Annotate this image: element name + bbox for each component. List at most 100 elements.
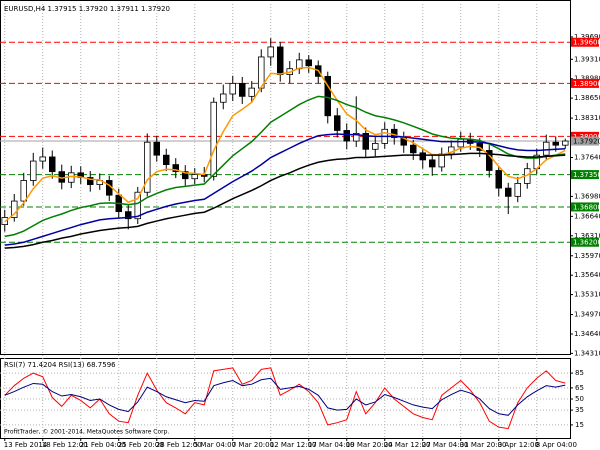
- candle-body: [305, 59, 312, 67]
- moving-average-line: [4, 66, 566, 223]
- indicator-title: RSI(7) 71.4204 RSI(13) 68.7596: [4, 361, 116, 369]
- candle-body: [39, 156, 47, 162]
- candle-body: [172, 164, 179, 173]
- y-tick-label: 50: [575, 395, 584, 403]
- candle-body: [49, 156, 56, 173]
- candle-body: [191, 174, 198, 180]
- level-label: 1.37350: [573, 171, 600, 179]
- level-label-box: [571, 170, 599, 180]
- y-tick-label: 1.35310: [574, 291, 600, 299]
- level-label-box: [571, 202, 599, 212]
- x-tick-label: 31 Mar 20:00: [460, 441, 507, 449]
- candle-body: [419, 152, 426, 161]
- level-label: 1.36800: [573, 203, 600, 211]
- x-tick-label: 7 Mar 20:00: [232, 441, 274, 449]
- candle-body: [29, 160, 37, 181]
- y-tick-label: 35: [575, 406, 584, 414]
- candle-body: [409, 144, 417, 154]
- candle-body: [248, 87, 255, 97]
- candle-body: [143, 141, 151, 193]
- y-tick-label: 85: [575, 369, 584, 377]
- moving-average-line: [4, 95, 566, 238]
- current-price-label: 1.37920: [573, 138, 600, 146]
- y-tick-label: 1.36640: [574, 212, 600, 220]
- y-tick-label: 1.39310: [574, 55, 600, 63]
- x-tick-label: 5 Mar 04:00: [194, 441, 236, 449]
- candle-body: [343, 130, 350, 142]
- candle-body: [352, 133, 360, 142]
- x-tick-label: 8 Apr 04:00: [536, 441, 577, 449]
- x-tick-label: 18 Feb 12:00: [42, 441, 88, 449]
- candle-body: [20, 180, 27, 202]
- candle-body: [495, 170, 502, 189]
- y-tick-label: 1.36980: [574, 192, 600, 200]
- candle-body: [10, 200, 18, 218]
- y-tick-label: 1.35970: [574, 252, 600, 260]
- level-label: 1.38900: [573, 80, 600, 88]
- candle-body: [428, 159, 436, 168]
- y-tick-label: 1.38980: [574, 75, 600, 83]
- y-tick-label: 65: [575, 384, 584, 392]
- x-tick-label: 13 Feb 2014: [4, 441, 48, 449]
- y-tick-label: 1.34640: [574, 330, 600, 338]
- moving-average-line: [4, 133, 566, 246]
- candle-body: [276, 46, 284, 75]
- y-tick-label: 1.39690: [574, 33, 600, 41]
- candle-body: [514, 183, 522, 197]
- footer: ProfitTrader, © 2001-2014, MetaQuotes So…: [4, 429, 169, 436]
- x-tick-label: 17 Mar 04:00: [308, 441, 355, 449]
- candle-body: [324, 75, 331, 117]
- level-label-box: [571, 78, 599, 88]
- candle-body: [181, 171, 189, 180]
- level-label: 1.36200: [573, 239, 600, 247]
- candle-body: [562, 140, 569, 146]
- y-tick-label: 1.38650: [574, 94, 600, 102]
- x-tick-label: 24 Mar 12:00: [384, 441, 431, 449]
- candle-body: [438, 153, 445, 168]
- candle-body: [504, 187, 512, 197]
- y-tick-label: 1.35640: [574, 271, 600, 279]
- candle-body: [87, 177, 94, 185]
- candle-body: [219, 93, 227, 103]
- candle-body: [153, 141, 160, 156]
- y-tick-label: 1.34310: [574, 349, 600, 357]
- y-tick-label: 15: [575, 421, 584, 429]
- moving-average-line: [4, 152, 566, 249]
- level-label-box: [571, 131, 599, 141]
- main-panel-frame: [0, 0, 571, 355]
- rsi-line: [4, 367, 566, 430]
- rsi-line: [4, 377, 566, 416]
- candle-body: [125, 211, 132, 220]
- x-tick-label: 25 Feb 20:00: [118, 441, 164, 449]
- candle-body: [210, 101, 217, 177]
- level-label: 1.39600: [573, 39, 600, 47]
- candle-body: [552, 141, 560, 146]
- x-tick-label: 27 Mar 04:00: [422, 441, 469, 449]
- y-tick-label: 1.38310: [574, 114, 600, 122]
- candle-body: [333, 115, 341, 131]
- y-tick-label: 1.34970: [574, 311, 600, 319]
- candle-body: [485, 150, 493, 171]
- candle-body: [362, 133, 369, 150]
- candle-body: [371, 143, 379, 150]
- level-label-box: [571, 237, 599, 247]
- x-tick-label: 3 Apr 12:00: [498, 441, 539, 449]
- candle-body: [267, 46, 274, 58]
- candle-body: [543, 141, 550, 156]
- level-label-box: [571, 37, 599, 47]
- x-tick-label: 28 Feb 12:00: [156, 441, 202, 449]
- candle-body: [134, 191, 141, 220]
- candle-body: [238, 83, 246, 97]
- candle-body: [229, 83, 236, 95]
- candle-body: [68, 172, 75, 183]
- x-tick-label: 21 Feb 04:00: [80, 441, 126, 449]
- current-price-box: [571, 136, 599, 146]
- y-tick-label: 1.36310: [574, 232, 600, 240]
- chart-title: EURUSD,H4 1.37915 1.37920 1.37911 1.3792…: [4, 5, 170, 13]
- candle-body: [457, 138, 464, 148]
- candle-body: [162, 154, 170, 165]
